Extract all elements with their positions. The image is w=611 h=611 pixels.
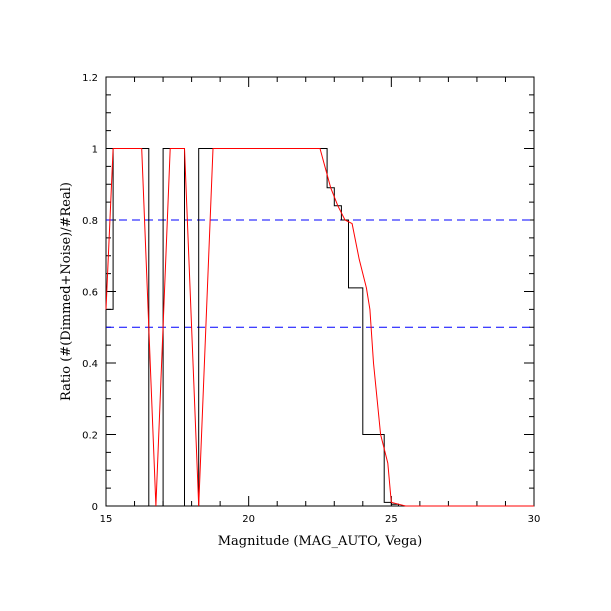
y-tick-label: 1 xyxy=(92,145,98,156)
y-tick-label: 1.2 xyxy=(82,73,98,84)
plot-frame xyxy=(105,76,535,507)
reference-lines xyxy=(106,219,534,328)
y-tick-label: 0.4 xyxy=(82,359,98,370)
y-tick-label: 0.2 xyxy=(82,431,98,442)
x-tick-label: 15 xyxy=(100,514,113,525)
smoothed-ratio-line xyxy=(105,148,534,507)
y-tick-label: 0.8 xyxy=(82,216,98,227)
axis-ticks xyxy=(105,76,535,507)
x-axis-title: Magnitude (MAG_AUTO, Vega) xyxy=(218,534,423,549)
y-tick-label: 0 xyxy=(92,502,98,513)
x-tick-label: 20 xyxy=(242,514,255,525)
axis-tick-labels: 15 20 25 30 0 0.2 0.4 0.6 0.8 1 1.2 xyxy=(82,73,540,525)
data-series xyxy=(105,148,534,507)
x-tick-label: 30 xyxy=(528,514,541,525)
y-tick-label: 0.6 xyxy=(82,288,98,299)
y-axis-title: Ratio (#(Dimmed+Noise)/#Real) xyxy=(59,182,74,401)
x-tick-label: 25 xyxy=(385,514,398,525)
